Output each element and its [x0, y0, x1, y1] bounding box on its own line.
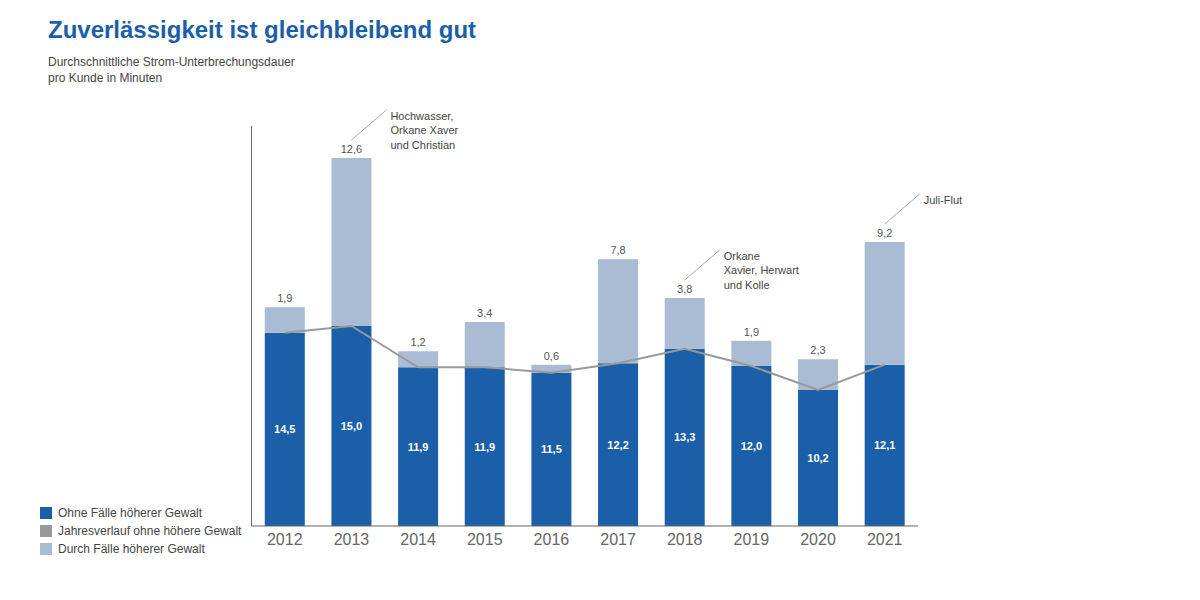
html-text:pro Kunde in Minuten: pro Kunde in Minuten	[48, 71, 163, 85]
svg-text:12,0: 12,0	[741, 440, 762, 452]
svg-text:10,2: 10,2	[807, 452, 828, 464]
svg-text:15,0: 15,0	[341, 420, 362, 432]
svg-text:Juli-Flut: Juli-Flut	[924, 194, 963, 206]
svg-text:3,8: 3,8	[677, 283, 692, 295]
svg-text:2017: 2017	[600, 531, 636, 548]
svg-text:OrkaneXavier, Herwartund Kolle: OrkaneXavier, Herwartund Kolle	[724, 250, 799, 291]
svg-text:2,3: 2,3	[810, 344, 825, 356]
svg-text:2012: 2012	[267, 531, 303, 548]
svg-text:11,9: 11,9	[408, 441, 429, 453]
svg-text:1,2: 1,2	[410, 336, 425, 348]
svg-text:3,4: 3,4	[477, 307, 492, 319]
svg-text:14,5: 14,5	[274, 423, 295, 435]
svg-text:1,9: 1,9	[744, 326, 759, 338]
svg-text:0,6: 0,6	[544, 350, 559, 362]
svg-text:2015: 2015	[467, 531, 503, 548]
html-text:Jahresverlauf ohne höhere Gewa: Jahresverlauf ohne höhere Gewalt	[58, 524, 242, 538]
svg-text:2016: 2016	[534, 531, 570, 548]
html-text:Durchschnittliche Strom-Unterb: Durchschnittliche Strom-Unterbrechungsda…	[48, 55, 295, 69]
svg-text:2019: 2019	[734, 531, 770, 548]
svg-text:12,6: 12,6	[341, 143, 362, 155]
svg-text:11,9: 11,9	[474, 441, 495, 453]
svg-text:7,8: 7,8	[610, 244, 625, 256]
svg-text:Hochwasser,Orkane Xaverund Chr: Hochwasser,Orkane Xaverund Christian	[390, 110, 458, 151]
svg-text:2020: 2020	[800, 531, 836, 548]
html-text:Ohne Fälle höherer Gewalt: Ohne Fälle höherer Gewalt	[58, 506, 203, 520]
html-text:Durch Fälle höherer Gewalt: Durch Fälle höherer Gewalt	[58, 542, 205, 556]
svg-text:11,5: 11,5	[541, 443, 562, 455]
svg-text:2018: 2018	[667, 531, 703, 548]
svg-text:2021: 2021	[867, 531, 903, 548]
html-text:Zuverlässigkeit ist gleichblei: Zuverlässigkeit ist gleichbleibend gut	[48, 16, 477, 43]
svg-text:2014: 2014	[400, 531, 436, 548]
svg-text:12,1: 12,1	[874, 439, 895, 451]
svg-text:1,9: 1,9	[277, 292, 292, 304]
svg-text:13,3: 13,3	[674, 431, 695, 443]
svg-text:12,2: 12,2	[607, 439, 628, 451]
svg-text:9,2: 9,2	[877, 227, 892, 239]
svg-text:2013: 2013	[334, 531, 370, 548]
